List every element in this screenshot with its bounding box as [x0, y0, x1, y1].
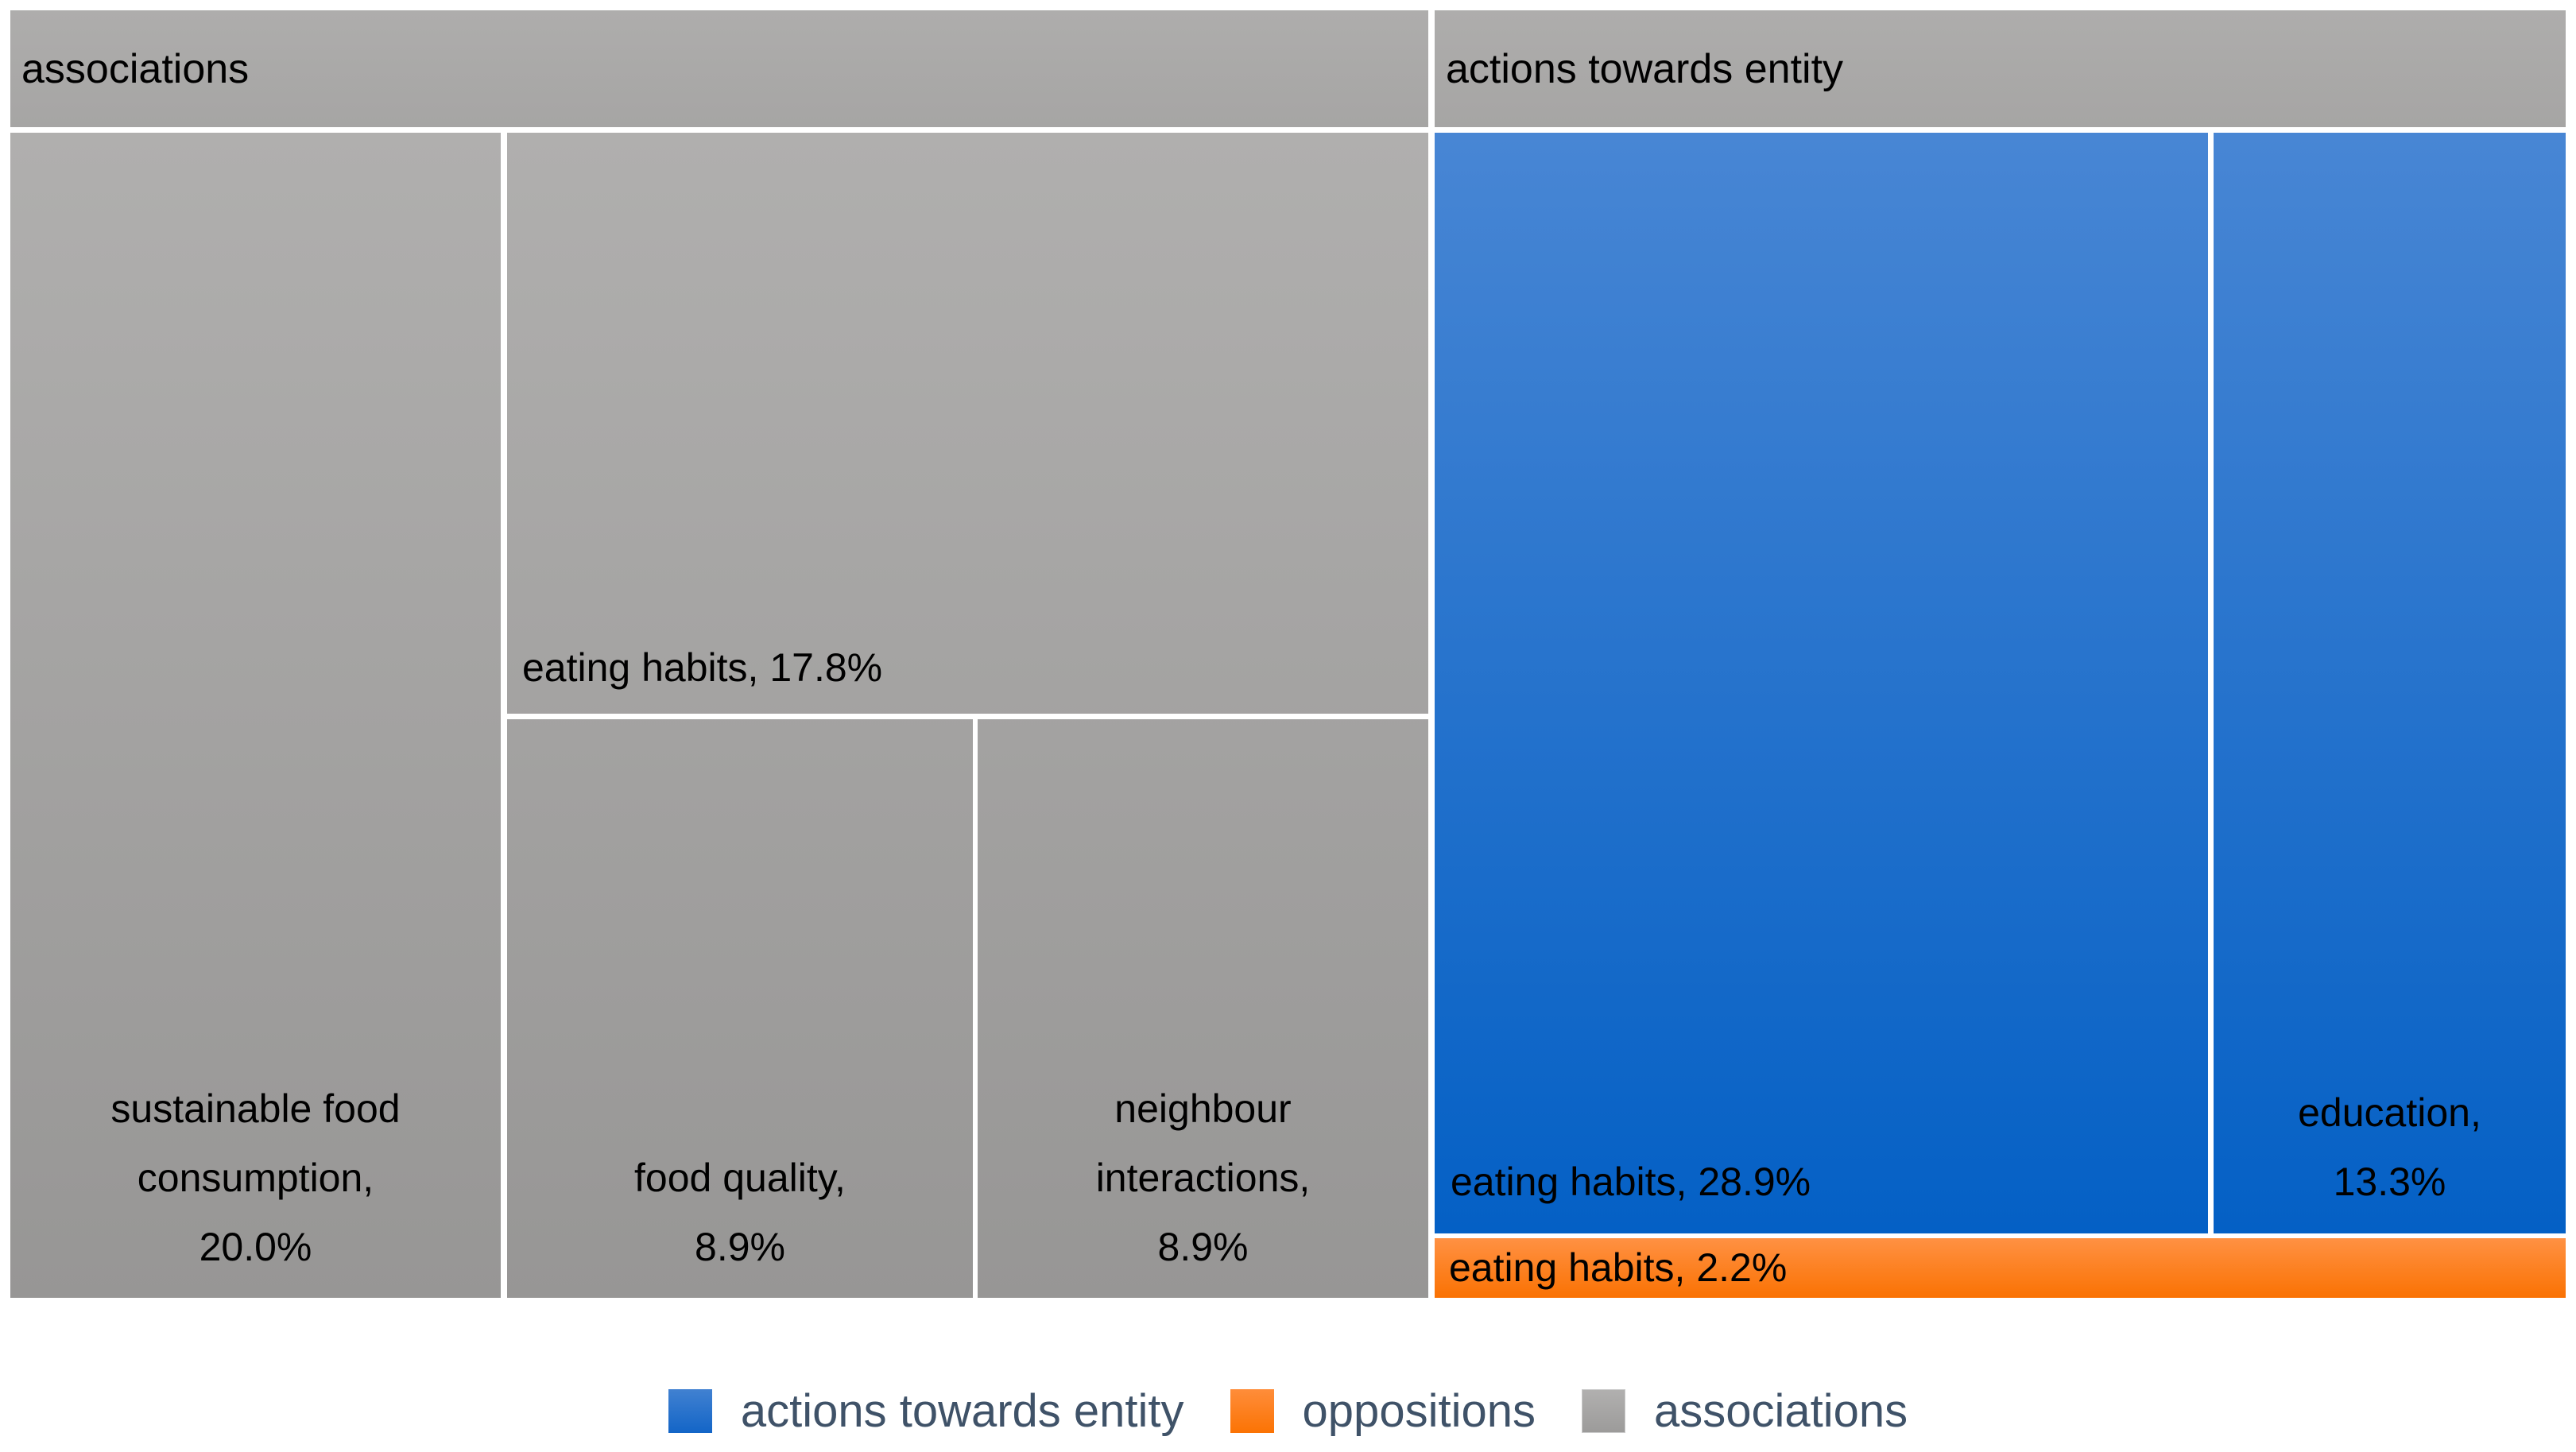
treemap-tile-food-quality: food quality, 8.9%	[507, 719, 973, 1298]
tile-label-eating-habits-oppositions: eating habits, 2.2%	[1449, 1245, 1788, 1290]
legend-swatch-orange-icon	[1230, 1388, 1274, 1433]
tile-label-education: education, 13.3%	[2298, 1090, 2481, 1204]
legend-label-associations: associations	[1653, 1384, 1908, 1437]
treemap-group-actions-towards-entity: eating habits, 28.9% education, 13.3%	[1435, 133, 2566, 1233]
group-header-actions-towards-entity: actions towards entity	[1435, 10, 2566, 127]
treemap-group-associations: sustainable food consumption, 20.0% eati…	[10, 133, 1428, 1298]
tile-gap-vertical	[501, 133, 507, 1298]
legend-label-actions-towards-entity: actions towards entity	[740, 1384, 1184, 1437]
treemap-tile-eating-habits-associations: eating habits, 17.8%	[507, 133, 1428, 714]
treemap-tile-sustainable-food-consumption: sustainable food consumption, 20.0%	[10, 133, 501, 1298]
legend-item-associations: associations	[1581, 1384, 1908, 1438]
chart-legend: actions towards entity oppositions assoc…	[0, 1377, 2576, 1444]
legend-label-oppositions: oppositions	[1302, 1384, 1536, 1437]
group-header-associations-label: associations	[21, 45, 250, 92]
legend-item-actions-towards-entity: actions towards entity	[668, 1384, 1184, 1438]
treemap-tile-neighbour-interactions: neighbour interactions, 8.9%	[978, 719, 1428, 1298]
treemap-tile-eating-habits-oppositions: eating habits, 2.2%	[1435, 1238, 2566, 1298]
legend-item-oppositions: oppositions	[1230, 1384, 1536, 1438]
tile-gap-vertical	[2208, 133, 2214, 1233]
tile-gap-horizontal	[507, 714, 1428, 719]
tile-label-eating-habits-associations: eating habits, 17.8%	[522, 645, 883, 690]
group-header-actions-towards-entity-label: actions towards entity	[1446, 45, 1844, 92]
group-header-associations: associations	[10, 10, 1428, 127]
tile-label-food-quality: food quality, 8.9%	[634, 1156, 846, 1269]
treemap-tile-education: education, 13.3%	[2214, 133, 2566, 1233]
tile-gap-vertical	[973, 719, 978, 1298]
legend-swatch-gray-icon	[1581, 1388, 1625, 1433]
tile-label-eating-habits-actions: eating habits, 28.9%	[1451, 1160, 1811, 1204]
tile-label-neighbour-interactions: neighbour interactions, 8.9%	[1095, 1086, 1311, 1269]
legend-swatch-blue-icon	[668, 1388, 712, 1433]
tile-label-sustainable-food-consumption: sustainable food consumption, 20.0%	[110, 1086, 401, 1269]
treemap-tile-eating-habits-actions: eating habits, 28.9%	[1435, 133, 2208, 1233]
